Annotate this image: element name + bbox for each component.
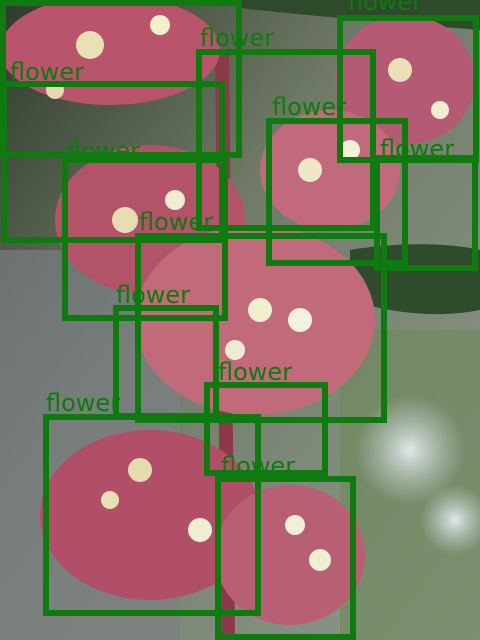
flower-cluster <box>215 485 365 625</box>
bokeh-light <box>420 485 480 555</box>
svg-text:flower: flower <box>116 281 190 309</box>
detection-box <box>215 476 356 640</box>
flower-cluster <box>0 0 220 105</box>
svg-text:flower: flower <box>221 452 295 480</box>
flower-cluster <box>260 110 400 230</box>
detection-box: flower <box>0 0 422 158</box>
svg-text:flower: flower <box>218 358 292 386</box>
svg-text:flower: flower <box>200 24 274 52</box>
svg-text:flower: flower <box>139 208 213 236</box>
svg-text:flower: flower <box>272 93 346 121</box>
svg-text:flower: flower <box>46 389 120 417</box>
svg-text:flower: flower <box>348 0 422 16</box>
detection-box: flower <box>46 382 328 476</box>
flower-cluster <box>135 225 375 415</box>
detection-box: flower <box>43 414 295 616</box>
